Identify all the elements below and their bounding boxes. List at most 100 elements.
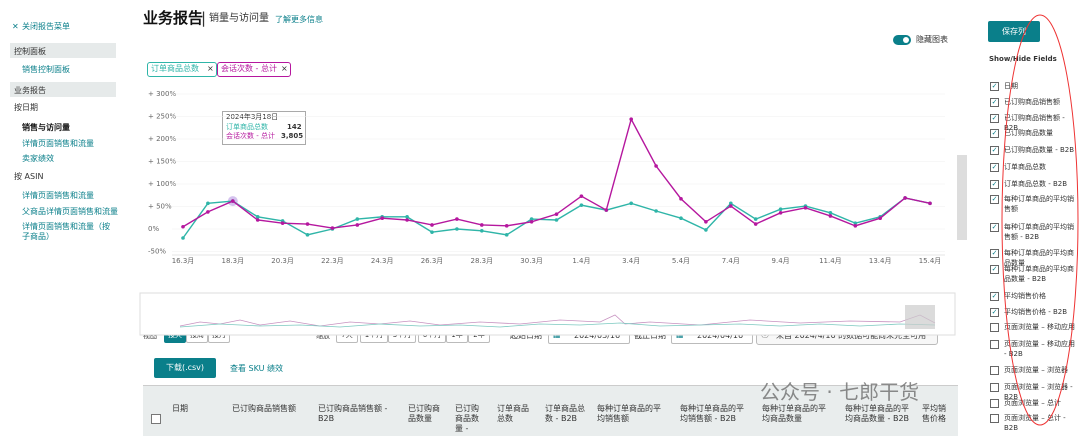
series-point — [629, 201, 633, 206]
field-checkbox[interactable]: ✓ — [990, 114, 999, 123]
field-label[interactable]: 平均销售价格 - B2B — [1004, 308, 1068, 316]
field-label[interactable]: 已订购商品数量 — [1004, 129, 1053, 137]
field-checkbox[interactable]: ✓ — [990, 249, 999, 258]
series-point — [803, 204, 808, 208]
sidebar-item[interactable]: 业务报告 — [14, 86, 46, 95]
field-checkbox[interactable]: ✓ — [990, 82, 999, 91]
view-button[interactable]: 按月 — [208, 327, 230, 343]
field-label[interactable]: 已订购商品数量 - B2B — [1004, 146, 1075, 154]
column-header[interactable]: 已订购商品数量 — [408, 404, 440, 423]
series-point — [430, 230, 434, 234]
zoom-button[interactable]: 6个月 — [418, 327, 446, 343]
learn-more[interactable]: 了解更多信息 — [275, 15, 323, 24]
column-header[interactable]: 已订购商品销售额 - B2B — [318, 404, 388, 423]
x-tick-label: 15.4月 — [919, 257, 942, 265]
field-label[interactable]: 页面浏览量 – 总计 - B2B — [1004, 414, 1066, 432]
column-header[interactable]: 每种订单商品的平均销售额 — [597, 404, 661, 423]
field-checkbox[interactable]: ✓ — [990, 129, 999, 138]
sidebar-item[interactable]: 控制面板 — [14, 47, 46, 56]
view-label: 视图 — [143, 332, 157, 340]
x-tick-label: 20.3月 — [271, 257, 294, 265]
field-label[interactable]: 每种订单商品的平均商品数量 - B2B — [1004, 265, 1074, 283]
toggle[interactable] — [893, 35, 911, 45]
download-button[interactable]: 下载(.csv) — [154, 358, 216, 378]
column-header[interactable]: 日期 — [172, 404, 188, 413]
field-checkbox[interactable] — [990, 399, 999, 408]
sku-link[interactable]: 查看 SKU 绩效 — [230, 364, 284, 373]
field-label[interactable]: 订单商品总数 — [1004, 163, 1046, 171]
column-header[interactable]: 每种订单商品的平均销售额 - B2B — [680, 404, 744, 423]
sidebar-item[interactable]: 销售与访问量 — [22, 123, 70, 132]
save-button[interactable]: 保存列 — [988, 21, 1040, 42]
series-point — [231, 199, 235, 203]
field-label[interactable]: 平均销售价格 — [1004, 292, 1046, 300]
sidebar-item[interactable]: 详情页面销售和流量 — [22, 191, 94, 200]
x-tick-label: 9.4月 — [772, 257, 790, 265]
field-label[interactable]: 日期 — [1004, 82, 1018, 90]
field-label[interactable]: 页面浏览量 – 总计 — [1004, 399, 1061, 407]
series-point — [455, 217, 459, 221]
field-label[interactable]: 每种订单商品的平均销售额 — [1004, 195, 1074, 213]
field-checkbox[interactable] — [990, 366, 999, 375]
field-checkbox[interactable]: ✓ — [990, 146, 999, 155]
field-checkbox[interactable] — [990, 414, 999, 423]
series-point — [828, 214, 833, 218]
field-checkbox[interactable] — [990, 383, 999, 392]
field-checkbox[interactable]: ✓ — [990, 180, 999, 189]
field-label[interactable]: 订单商品总数 - B2B — [1004, 180, 1068, 188]
column-header[interactable]: 订单商品总数 - B2B — [545, 404, 585, 423]
y-tick-label: + 100% — [148, 180, 176, 188]
close-icon: ✕ — [12, 22, 19, 31]
field-label[interactable]: 每种订单商品的平均销售额 - B2B — [1004, 223, 1074, 241]
series-point — [629, 117, 633, 121]
chip-close: × — [207, 64, 214, 73]
zoom-button[interactable]: 3个月 — [388, 327, 416, 343]
sidebar-item[interactable]: 卖家绩效 — [22, 154, 54, 163]
column-header[interactable]: 已订购商品销售额 — [232, 404, 296, 413]
zoom-button[interactable]: 2年 — [468, 327, 490, 343]
zoom-button[interactable]: 1年 — [446, 327, 468, 343]
column-header[interactable]: 平均销售价格 — [922, 404, 946, 423]
column-header[interactable]: 已订购商品数量 - B2B — [455, 404, 479, 433]
field-checkbox[interactable] — [990, 340, 999, 349]
side-tab[interactable] — [957, 155, 967, 240]
field-label[interactable]: 已订购商品销售额 — [1004, 98, 1060, 106]
field-label[interactable]: 页面浏览量 – 移动应用 - B2B — [1004, 340, 1075, 358]
series-point — [330, 226, 335, 230]
field-checkbox[interactable]: ✓ — [990, 308, 999, 317]
field-checkbox[interactable]: ✓ — [990, 98, 999, 107]
x-tick-label: 30.3月 — [520, 257, 543, 265]
filter-chip[interactable] — [217, 62, 291, 77]
sidebar-item[interactable]: 详情页面销售和流量（按子商品） — [22, 222, 110, 241]
column-header[interactable]: 每种订单商品的平均商品数量 - B2B — [845, 404, 910, 423]
sidebar-item[interactable]: 详情页面销售和流量 — [22, 139, 94, 148]
field-checkbox[interactable]: ✓ — [990, 223, 999, 232]
field-label[interactable]: 页面浏览量 – 浏览器 — [1004, 366, 1068, 374]
field-checkbox[interactable]: ✓ — [990, 292, 999, 301]
series-point — [729, 204, 733, 208]
field-label[interactable]: 页面浏览量 – 移动应用 — [1004, 323, 1075, 331]
y-tick-label: -50% — [148, 248, 166, 256]
view-button[interactable]: 按周 — [186, 327, 208, 343]
sep: | — [201, 9, 207, 27]
field-checkbox[interactable] — [990, 323, 999, 332]
info-icon: ⓘ — [761, 330, 769, 339]
field-checkbox[interactable]: ✓ — [990, 195, 999, 204]
filter-chip[interactable] — [147, 62, 217, 77]
series-point — [878, 215, 882, 219]
sidebar-item[interactable]: 父商品详情页面销售和流量 — [22, 207, 118, 216]
close-link[interactable]: 关闭报告菜单 — [22, 22, 70, 31]
view-button[interactable]: 按天 — [164, 327, 186, 343]
checkbox[interactable] — [151, 414, 161, 424]
zoom-button[interactable]: 7天 — [336, 327, 358, 343]
table-header — [143, 385, 958, 436]
column-header[interactable]: 订单商品总数 — [497, 404, 529, 423]
zoom-button[interactable]: 1个月 — [360, 327, 388, 343]
series-point — [305, 222, 310, 226]
column-header[interactable]: 每种订单商品的平均商品数量 — [762, 404, 826, 423]
series-point — [853, 221, 858, 225]
sidebar-item[interactable]: 销售控制面板 — [22, 65, 70, 74]
zoom-label: 缩放 — [316, 332, 330, 340]
field-checkbox[interactable]: ✓ — [990, 265, 999, 274]
field-checkbox[interactable]: ✓ — [990, 163, 999, 172]
